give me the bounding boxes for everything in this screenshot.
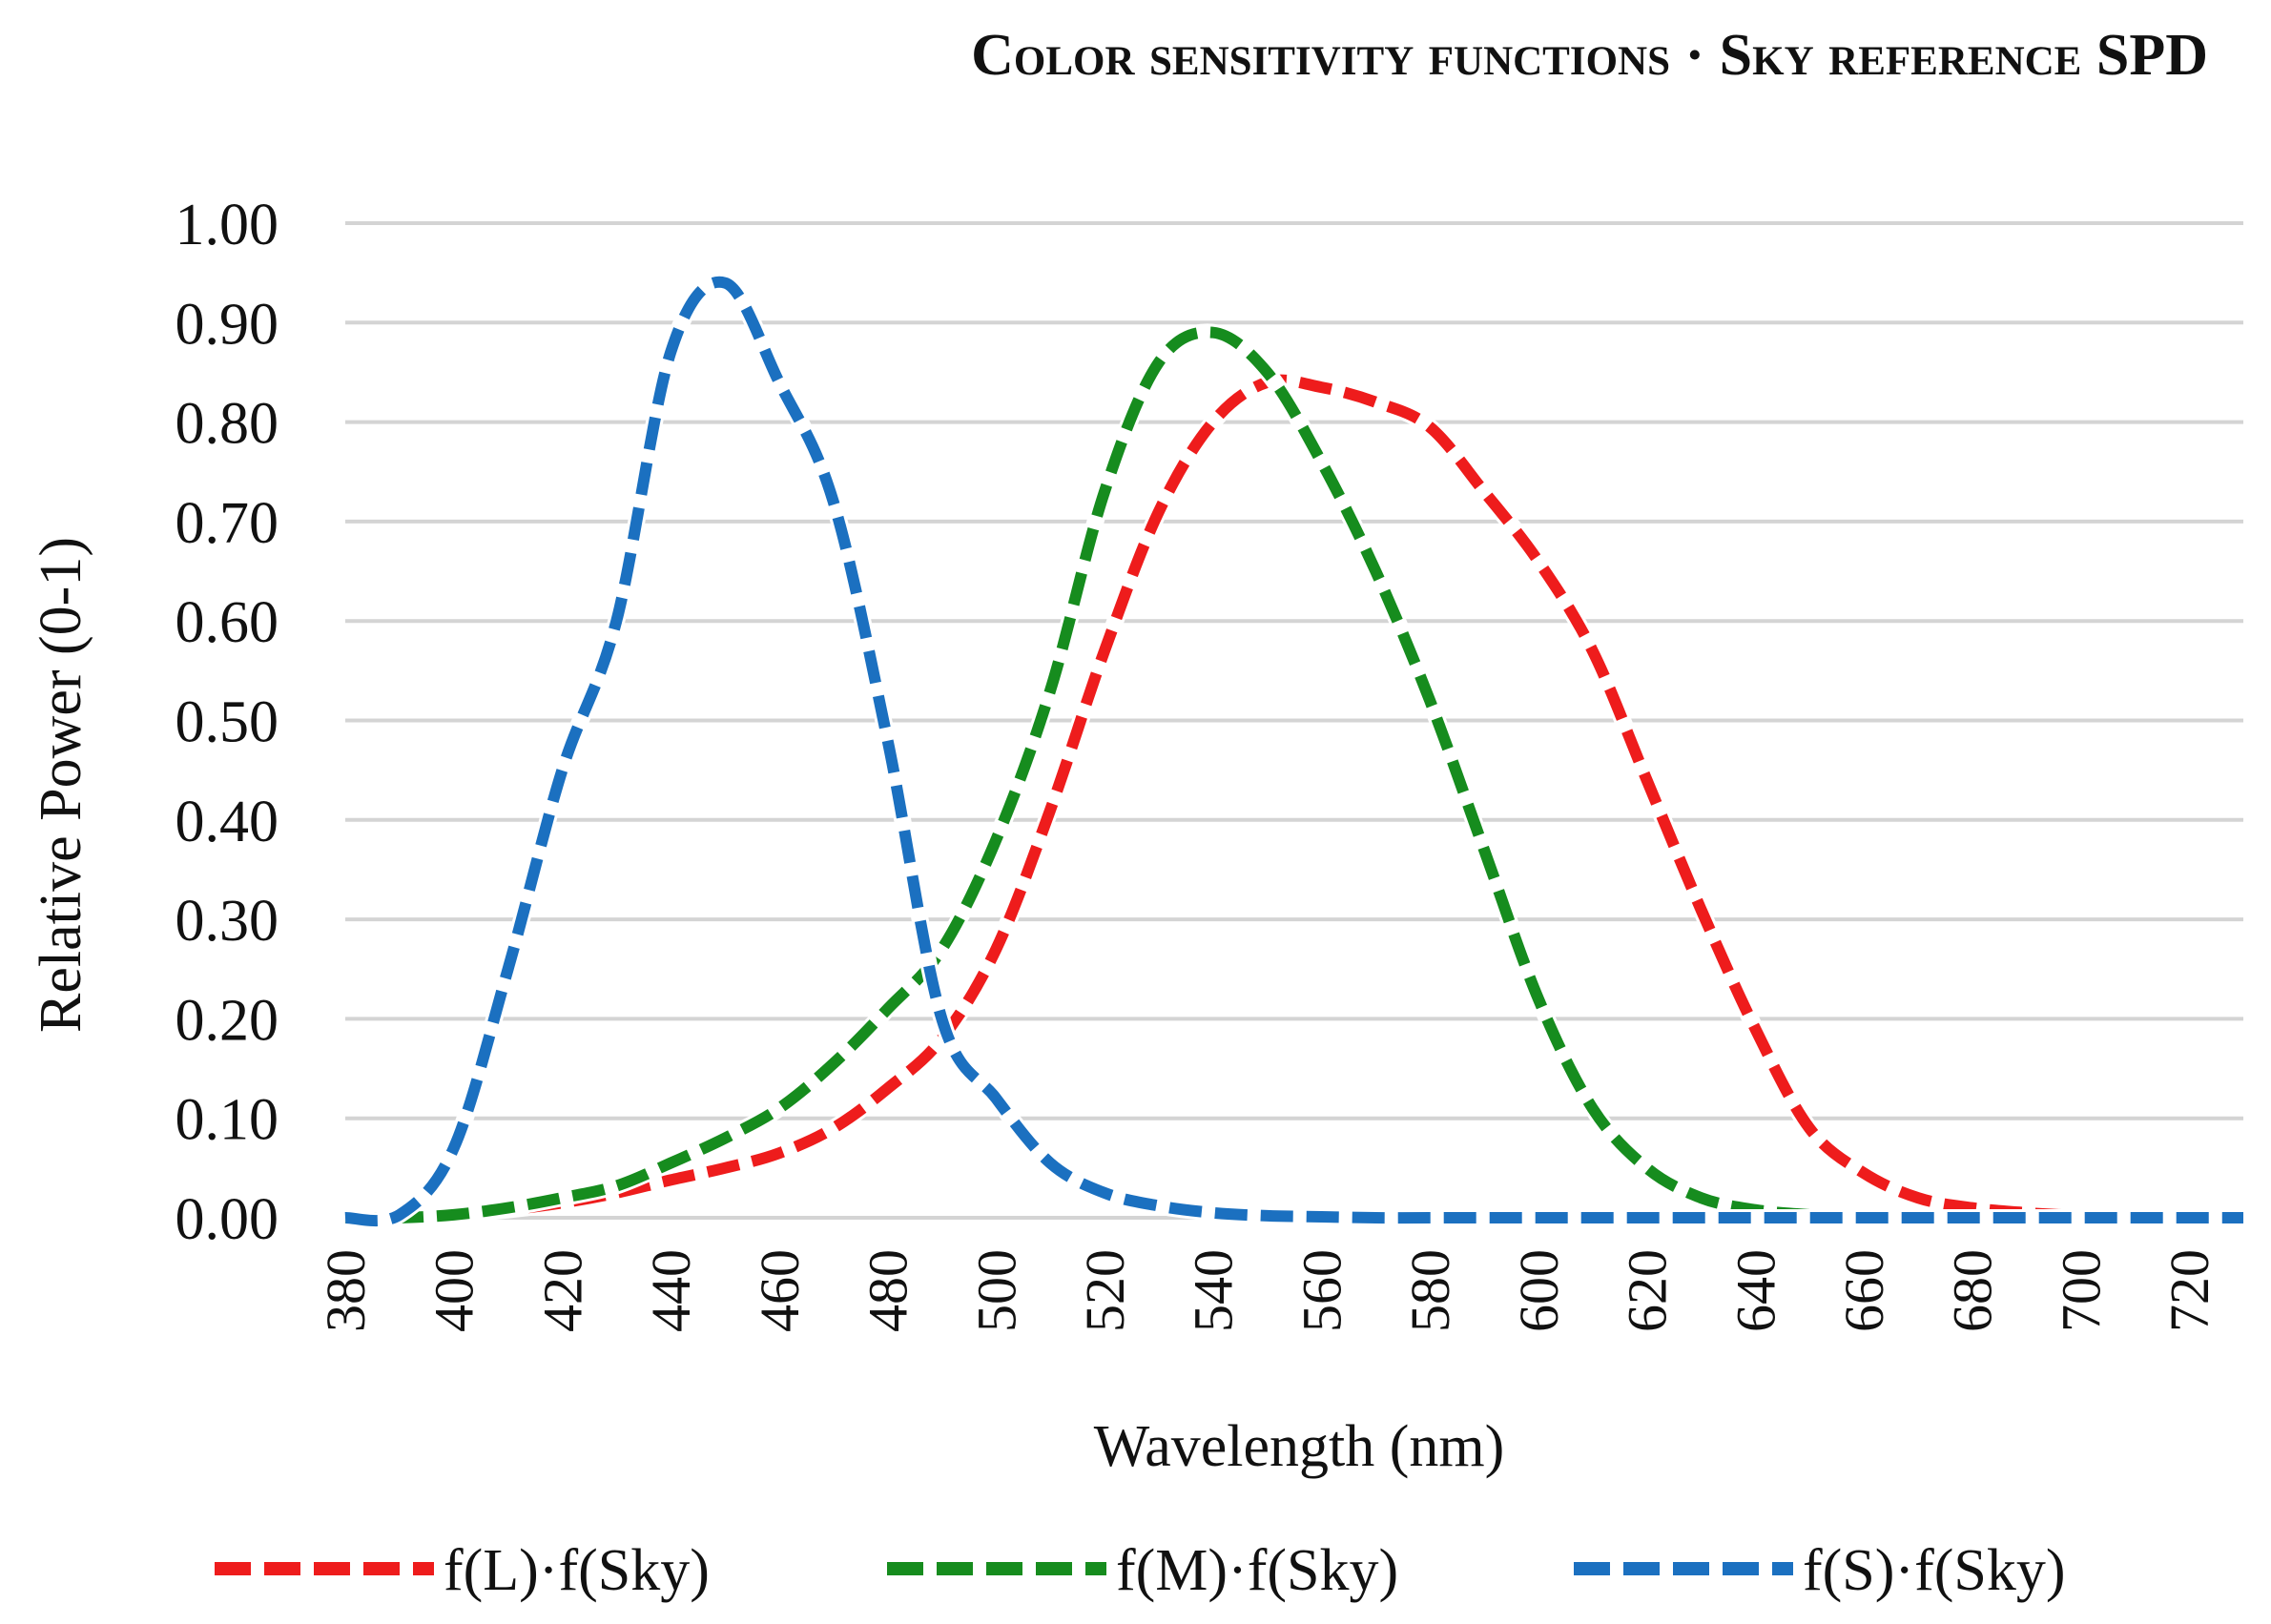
legend: f(L)·f(Sky) f(M)·f(Sky) f(S)·f(Sky) [215, 1538, 2066, 1603]
x-tick-label: 720 [2158, 1249, 2220, 1332]
series-line-halo [344, 371, 2244, 1227]
x-tick-label: 620 [1617, 1249, 1679, 1332]
y-tick-label: 1.00 [175, 193, 279, 257]
x-tick-label: 640 [1724, 1249, 1786, 1332]
x-tick-label: 420 [531, 1249, 593, 1332]
y-tick-label: 0.50 [175, 690, 279, 755]
y-axis-label: Relative Power (0-1) [29, 537, 93, 1033]
y-tick-labels: 0.00 0.10 0.20 0.30 0.40 0.50 0.60 0.70 0.80 0.90… [175, 193, 279, 1252]
gridlines [345, 221, 2243, 1220]
y-tick-label: 0.00 [175, 1187, 279, 1252]
y-tick-label: 0.10 [175, 1088, 279, 1153]
x-tick-label: 600 [1508, 1249, 1570, 1332]
x-tick-label: 480 [857, 1249, 919, 1332]
y-tick-label: 0.80 [175, 392, 279, 457]
x-tick-label: 500 [965, 1249, 1027, 1332]
legend-label: f(L)·f(Sky) [444, 1538, 710, 1603]
x-tick-label: 520 [1074, 1249, 1136, 1332]
x-tick-label: 700 [2050, 1249, 2112, 1332]
series-line [344, 374, 2244, 1224]
series-line [344, 276, 2243, 1227]
y-tick-label: 0.30 [175, 889, 279, 954]
x-tick-label: 380 [315, 1249, 377, 1332]
x-tick-label: 440 [640, 1249, 702, 1332]
chart-title: Color sensitivity functions · Sky refere… [971, 23, 2208, 88]
x-tick-label: 560 [1290, 1249, 1352, 1332]
y-tick-label: 0.70 [175, 491, 279, 556]
series-line [344, 326, 2243, 1224]
x-tick-label: 660 [1833, 1249, 1895, 1332]
y-tick-label: 0.20 [175, 988, 279, 1053]
x-tick-labels: 380 400 420 440 460 480 500 520 540 560 580 600 620 6… [315, 1249, 2220, 1332]
legend-label: f(M)·f(Sky) [1116, 1538, 1398, 1603]
series-lines [344, 273, 2244, 1230]
y-tick-label: 0.60 [175, 590, 279, 655]
x-tick-label: 400 [423, 1249, 485, 1332]
x-tick-label: 580 [1399, 1249, 1461, 1332]
x-tick-label: 540 [1183, 1249, 1245, 1332]
legend-label: f(S)·f(Sky) [1803, 1538, 2066, 1603]
x-tick-label: 680 [1942, 1249, 2004, 1332]
y-tick-label: 0.90 [175, 292, 279, 357]
x-tick-label: 460 [749, 1249, 811, 1332]
x-axis-label: Wavelength (nm) [1094, 1414, 1505, 1479]
series-line-halo [344, 323, 2243, 1227]
y-tick-label: 0.40 [175, 790, 279, 854]
